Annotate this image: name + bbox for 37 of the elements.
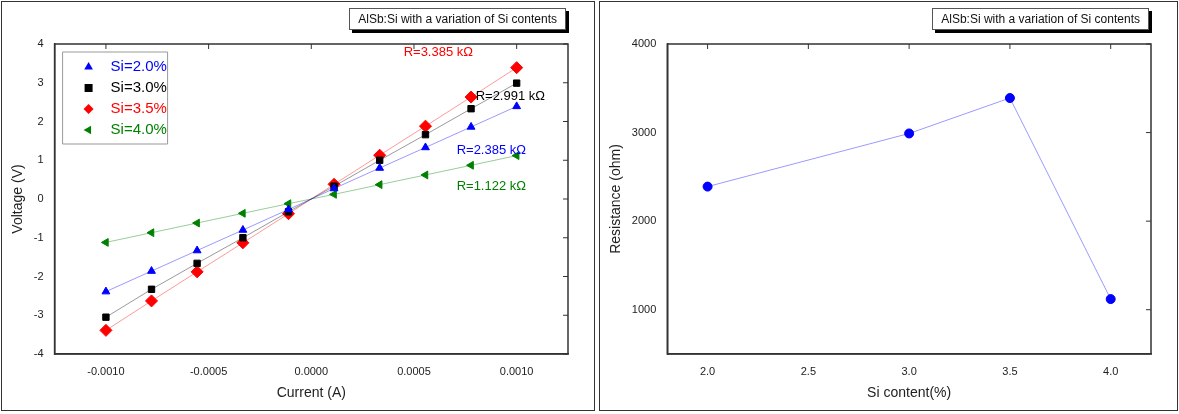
x-tick-label: -0.0010 [87, 364, 125, 377]
legend-label: Si=3.5% [110, 99, 167, 117]
annotation: R=2.385 kΩ [456, 141, 527, 157]
y-tick-label: 4000 [631, 37, 657, 50]
x-tick-label: -0.0005 [189, 364, 228, 377]
annotation: R=3.385 kΩ [403, 44, 474, 60]
chart-title: AlSb:Si with a variation of Si contents [932, 8, 1149, 30]
y-tick-label: 3 [37, 75, 44, 88]
y-tick-label: 4 [37, 37, 44, 50]
y-axis-title: Resistance (ohm) [607, 144, 624, 254]
y-tick-label: 1 [37, 153, 44, 166]
y-tick-label: 0 [37, 192, 44, 205]
annotation: R=1.122 kΩ [456, 178, 527, 194]
x-tick-label: 3.5 [1002, 364, 1018, 377]
y-tick-label: -4 [33, 347, 44, 360]
y-tick-label: 2 [37, 114, 44, 127]
y-tick-label: -1 [33, 230, 44, 243]
y-tick-label: -3 [33, 308, 44, 321]
x-axis-title: Si content(%) [867, 384, 952, 401]
x-tick-label: 3.0 [901, 364, 917, 377]
x-axis-title: Current (A) [276, 384, 346, 401]
y-tick-label: 2000 [631, 214, 657, 227]
x-tick-label: 4.0 [1103, 364, 1119, 377]
legend-label: Si=4.0% [110, 120, 167, 138]
x-tick-label: 2.0 [699, 364, 716, 377]
annotation: R=2.991 kΩ [475, 87, 546, 103]
y-tick-label: 1000 [631, 302, 657, 315]
y-tick-label: -2 [33, 269, 44, 282]
chart-title: AlSb:Si with a variation of Si contents [349, 8, 566, 30]
y-tick-label: 3000 [631, 125, 657, 138]
x-tick-label: 2.5 [800, 364, 817, 377]
y-axis-title: Voltage (V) [9, 164, 26, 234]
x-tick-label: 0.0000 [294, 364, 329, 377]
legend-label: Si=3.0% [110, 78, 167, 96]
x-tick-label: 0.0010 [499, 364, 534, 377]
x-tick-label: 0.0005 [397, 364, 431, 377]
legend-label: Si=2.0% [110, 57, 167, 75]
